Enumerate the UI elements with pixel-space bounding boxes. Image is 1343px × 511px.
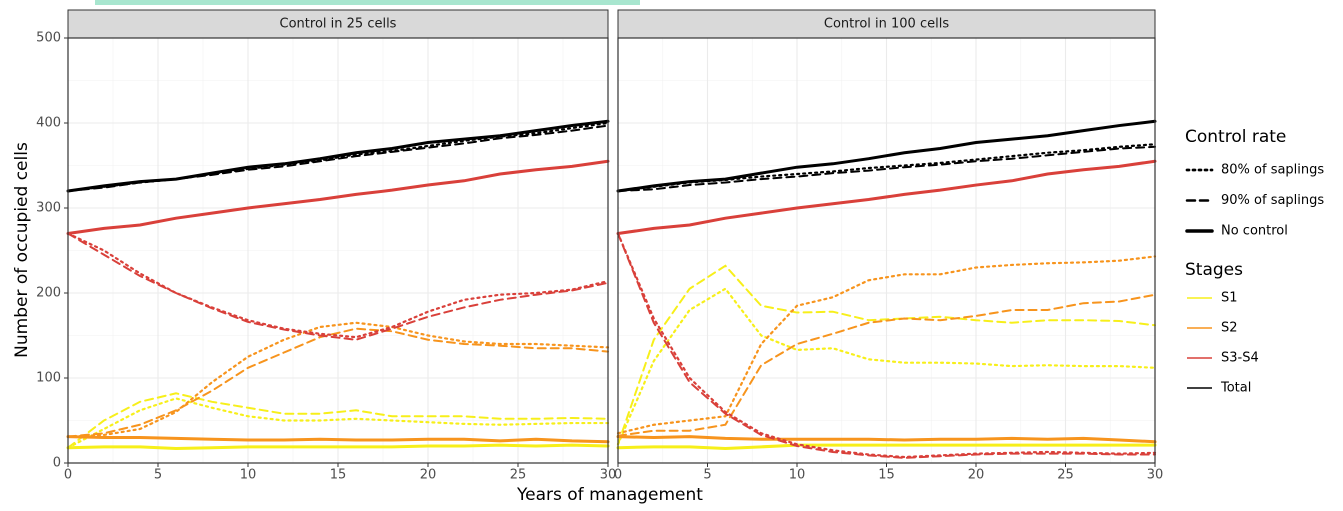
x-tick-label: 25: [1057, 468, 1074, 483]
x-tick-label: 5: [154, 468, 162, 483]
series-line: [617, 264, 1156, 446]
series-line: [617, 232, 1156, 459]
strip: [67, 9, 609, 39]
series-line: [616, 255, 1157, 435]
series-line: [66, 443, 610, 451]
series-line: [617, 293, 1156, 437]
x-tick-label: 5: [703, 468, 711, 483]
y-tick-label: 500: [36, 31, 61, 46]
series-line: [66, 159, 610, 235]
strip-title: Control in 100 cells: [824, 17, 949, 32]
x-tick-label: 25: [510, 468, 527, 483]
x-tick-label: 10: [789, 468, 806, 483]
series-line: [66, 435, 610, 444]
x-tick-label: 20: [968, 468, 985, 483]
x-tick-label: 30: [1147, 468, 1164, 483]
y-axis-title: Number of occupied cells: [12, 142, 32, 358]
y-tick-label: 0: [53, 456, 61, 471]
x-tick-label: 15: [330, 468, 347, 483]
series-line: [616, 443, 1157, 451]
series-line: [617, 145, 1156, 192]
series-line: [67, 124, 609, 192]
series-line: [616, 143, 1157, 193]
top-band: [95, 0, 640, 5]
series-line: [616, 159, 1157, 235]
series-line: [67, 392, 609, 449]
series-line: [616, 287, 1157, 446]
series-line: [616, 435, 1157, 444]
panel-border: [67, 37, 609, 464]
legend-label: Total: [1220, 381, 1251, 396]
series-line: [67, 232, 609, 341]
panel-border: [617, 37, 1156, 464]
legend-title: Control rate: [1185, 127, 1286, 147]
y-tick-label: 400: [36, 116, 61, 131]
legend-label: S2: [1221, 321, 1238, 336]
series-line: [66, 232, 610, 339]
y-tick-label: 200: [36, 286, 61, 301]
x-tick-label: 15: [878, 468, 895, 483]
x-tick-label: 30: [600, 468, 617, 483]
series-line: [66, 321, 610, 438]
y-tick-label: 100: [36, 371, 61, 386]
x-tick-label: 20: [420, 468, 437, 483]
x-axis-title: Years of management: [516, 485, 703, 505]
legend-label: 90% of saplings: [1221, 193, 1324, 208]
legend-label: No control: [1221, 224, 1288, 239]
y-tick-label: 300: [36, 201, 61, 216]
legend-title: Stages: [1185, 260, 1243, 280]
strip: [617, 9, 1156, 39]
x-tick-label: 10: [240, 468, 257, 483]
legend-label: S3-S4: [1221, 351, 1259, 366]
series-line: [67, 327, 609, 438]
strip-title: Control in 25 cells: [280, 17, 397, 32]
x-tick-label: 0: [614, 468, 622, 483]
series-line: [66, 397, 610, 449]
legend-label: 80% of saplings: [1221, 163, 1324, 178]
legend-label: S1: [1221, 291, 1238, 306]
x-tick-label: 0: [64, 468, 72, 483]
